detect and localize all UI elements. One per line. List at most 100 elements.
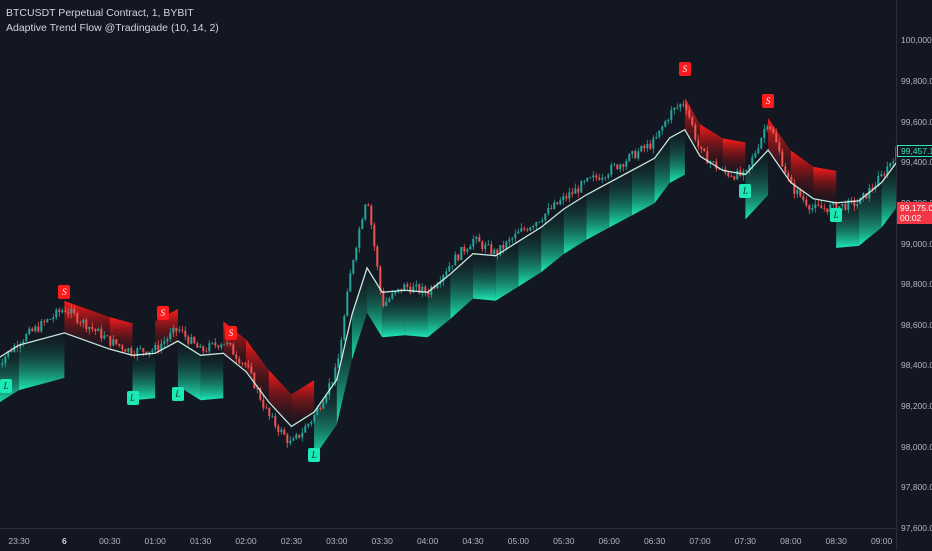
candle-body [667,120,669,121]
bear-band-segment [814,167,837,203]
candle-body [481,242,483,249]
candle-body [691,117,693,125]
candle-body [517,232,519,234]
candle-body [736,170,738,179]
candle-body [490,244,492,254]
candle-body [166,339,168,341]
candle-body [544,214,546,221]
time-tick-label: 07:00 [689,536,710,546]
time-tick-label: 05:00 [508,536,529,546]
price-tick-label: 98,000.0 [901,442,932,452]
short-signal-marker: S [58,285,70,299]
candle-body [475,237,477,239]
bull-band-segment [473,254,496,301]
candle-body [103,335,105,338]
candle-body [826,208,828,212]
candle-body [181,330,183,331]
candle-body [247,365,249,367]
candle-body [787,173,789,177]
time-tick-label: 09:00 [871,536,892,546]
candle-body [295,435,297,439]
candle-body [697,140,699,147]
bull-band-segment [352,268,367,360]
candle-body [553,202,555,209]
candle-body [763,129,765,138]
candle-body [802,196,804,199]
candle-body [229,343,231,345]
candle-body [184,331,186,337]
candle-body [766,127,768,129]
candle-body [307,424,309,426]
candle-body [364,205,366,220]
candle-body [382,291,384,306]
candle-body [883,174,885,175]
candle-body [808,206,810,210]
candle-body [367,205,369,206]
time-tick-label: 02:30 [281,536,302,546]
candle-body [622,164,624,166]
price-plot[interactable] [0,0,896,528]
bull-band-segment [19,333,64,390]
candle-body [151,350,153,352]
bull-band-segment [496,241,519,300]
candle-body [538,222,540,223]
candle-body [670,110,672,120]
candle-body [889,163,891,166]
candle-body [487,244,489,245]
bull-band-segment [632,158,655,215]
candle-body [529,227,531,230]
candle-body [343,316,345,340]
candle-body [730,176,732,177]
price-tick-label: 99,000.0 [901,239,932,249]
chart-legend: BTCUSDT Perpetual Contract, 1, BYBIT Ada… [6,6,219,36]
candle-body [205,351,207,352]
bear-band-segment [723,138,746,174]
candle-body [601,178,603,180]
candle-body [649,144,651,149]
candle-body [850,200,852,201]
candle-body [196,343,198,347]
candle-body [226,343,228,344]
candle-body [391,293,393,298]
candle-body [757,148,759,153]
price-tick-label: 99,800.0 [901,76,932,86]
indicator-title[interactable]: Adaptive Trend Flow @Tradingade (10, 14,… [6,21,219,36]
candle-body [589,177,591,178]
candle-body [280,430,282,433]
bear-band-segment [269,370,292,426]
candle-body [679,104,681,107]
time-tick-label: 01:00 [145,536,166,546]
price-tick-label: 99,600.0 [901,117,932,127]
candle-body [178,330,180,331]
candle-body [406,284,408,286]
price-axis[interactable]: 100,000.099,800.099,600.099,400.099,200.… [896,0,932,550]
time-tick-label: 00:30 [99,536,120,546]
long-signal-marker: L [739,184,751,198]
time-tick-label: 02:00 [235,536,256,546]
candle-body [187,337,189,344]
candle-body [232,345,234,355]
candle-body [235,355,237,359]
candle-body [169,333,171,339]
candle-body [130,348,132,355]
candle-body [673,108,675,110]
last-price-value: 99,175.0 [900,203,932,213]
symbol-title[interactable]: BTCUSDT Perpetual Contract, 1, BYBIT [6,6,219,21]
candle-body [796,190,798,194]
candle-body [163,341,165,343]
bull-band-segment [564,195,587,254]
candle-body [772,129,774,134]
candle-body [97,329,99,331]
candle-body [454,255,456,266]
candle-body [733,176,735,179]
price-tick-label: 98,600.0 [901,320,932,330]
candle-body [238,359,240,363]
candle-body [46,319,48,322]
candle-body [415,285,417,287]
candle-body [52,317,54,319]
candle-body [253,373,255,388]
current-price-value: 99,457.1 [901,146,932,156]
candle-body [283,430,285,435]
